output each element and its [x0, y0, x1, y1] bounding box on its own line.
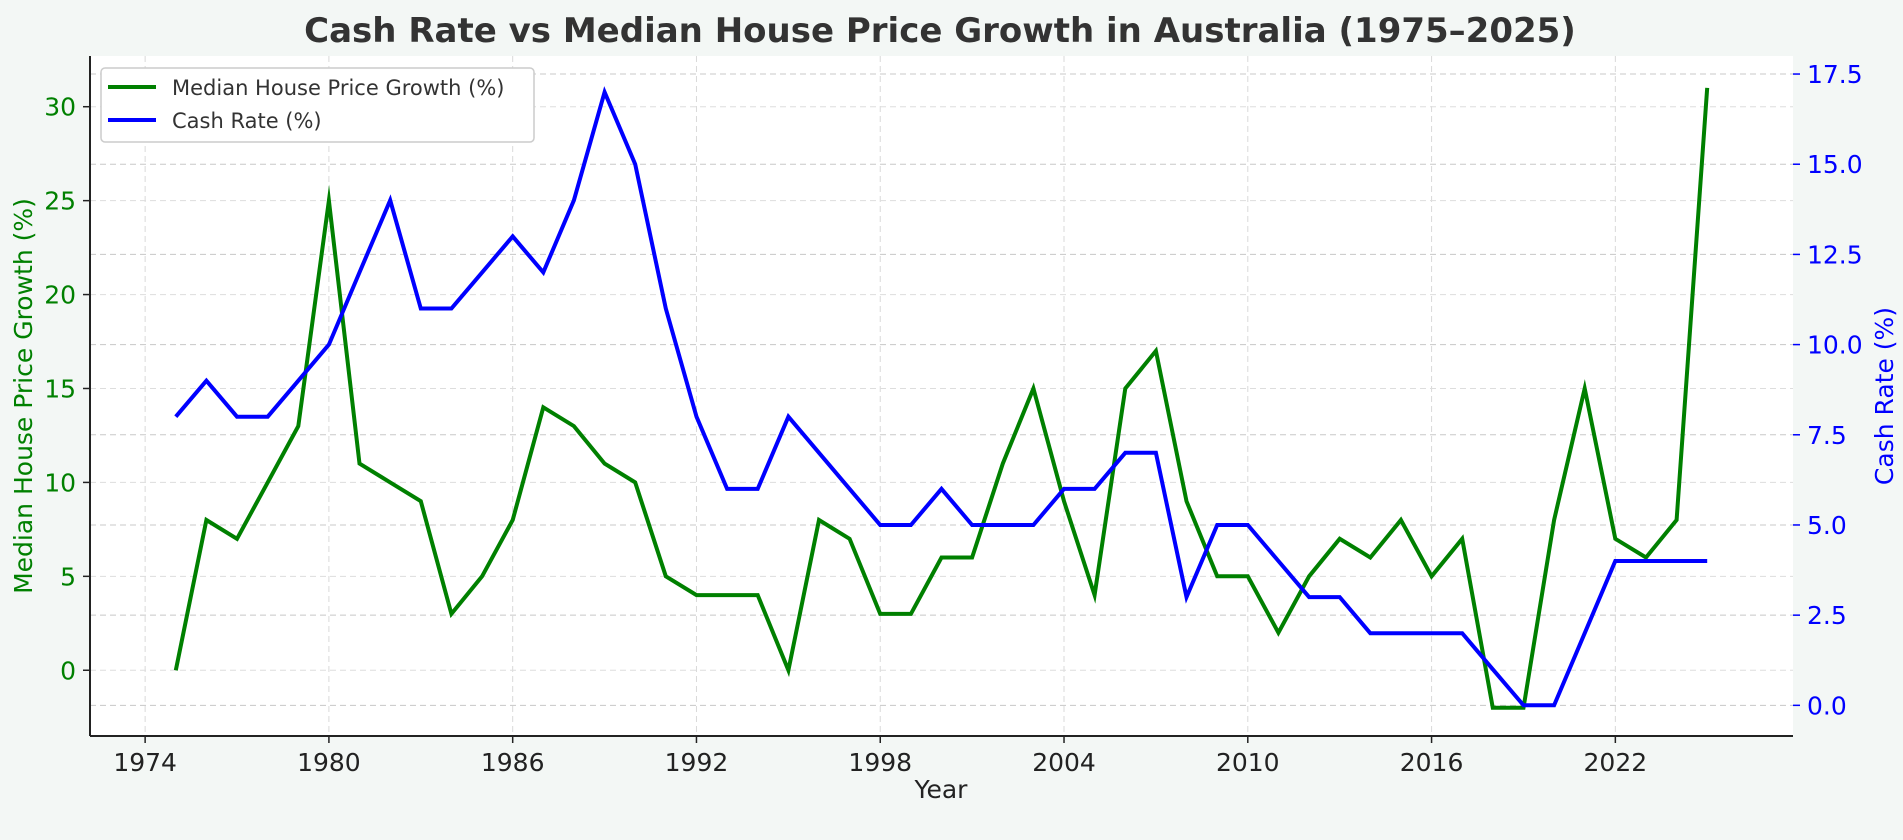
y-right-tick-label: 7.5: [1807, 421, 1847, 450]
legend: Median House Price Growth (%) Cash Rate …: [100, 67, 535, 143]
chart-title: Cash Rate vs Median House Price Growth i…: [304, 11, 1576, 51]
ticks-layer: 1974 1980 1986 1992 1998 2004 2010 2016 20220510…: [44, 60, 1862, 777]
y-right-tick-label: 17.5: [1807, 60, 1863, 89]
series-line-house-price-growth: [173, 87, 1710, 710]
legend-box: [100, 67, 535, 143]
y-left-tick-label: 30: [44, 93, 76, 122]
y-left-tick-label: 25: [44, 187, 76, 216]
y-left-tick-label: 5: [60, 562, 76, 591]
series-line-cash-rate: [174, 86, 1708, 708]
x-tick-label: 2010: [1216, 748, 1280, 777]
legend-label-cash-rate: Cash Rate (%): [172, 109, 322, 133]
y-right-tick-label: 10.0: [1807, 331, 1863, 360]
y-left-tick-label: 15: [44, 374, 76, 403]
y-right-tick-label: 5.0: [1807, 511, 1847, 540]
y-axis-right-label: Cash Rate (%): [1870, 307, 1899, 485]
y-right-tick-label: 0.0: [1807, 691, 1847, 720]
axes-layer: [89, 56, 1793, 737]
x-tick-label: 1986: [481, 748, 545, 777]
x-tick-label: 2004: [1032, 748, 1096, 777]
x-tick-label: 2016: [1400, 748, 1464, 777]
y-axis-left-label: Median House Price Growth (%): [9, 198, 38, 594]
legend-label-growth: Median House Price Growth (%): [172, 76, 504, 100]
y-right-tick-label: 12.5: [1807, 240, 1863, 269]
x-tick-label: 1974: [113, 748, 177, 777]
y-right-tick-label: 2.5: [1807, 601, 1847, 630]
y-left-tick-label: 20: [44, 281, 76, 310]
x-tick-label: 1980: [297, 748, 361, 777]
x-tick-label: 1992: [665, 748, 729, 777]
series-layer: [173, 86, 1710, 710]
y-right-tick-label: 15.0: [1807, 150, 1863, 179]
y-left-tick-label: 0: [60, 656, 76, 685]
plot-area: [90, 56, 1793, 736]
x-axis-label: Year: [914, 775, 969, 804]
y-left-tick-label: 10: [44, 468, 76, 497]
x-tick-label: 2022: [1584, 748, 1648, 777]
x-tick-label: 1998: [848, 748, 912, 777]
grid-layer: [90, 56, 1793, 736]
